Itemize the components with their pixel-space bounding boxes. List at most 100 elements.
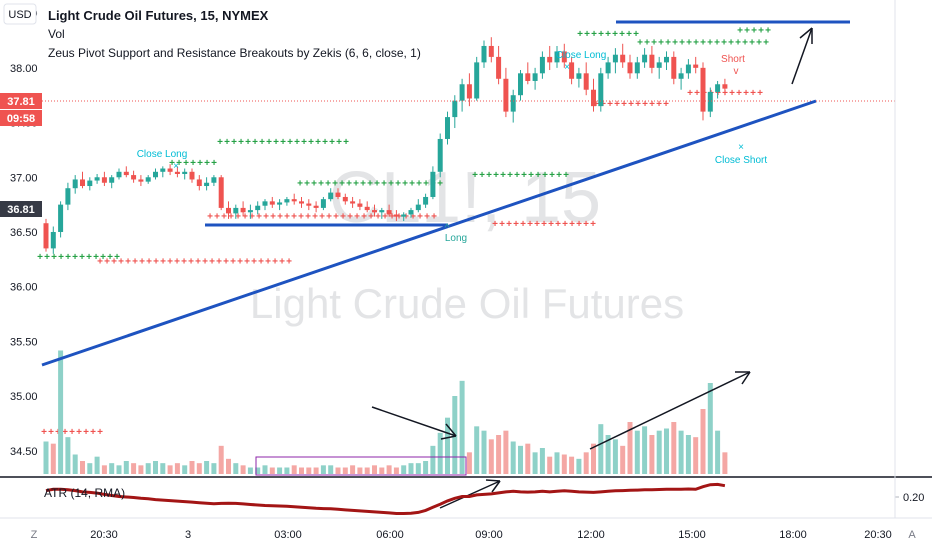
pivot-marker: + (336, 137, 342, 148)
pivot-marker: + (694, 88, 700, 99)
candle-body (386, 210, 392, 215)
pivot-marker: + (576, 219, 582, 230)
bottom-left-button[interactable]: Z (31, 529, 38, 541)
pivot-marker: + (548, 219, 554, 230)
breakout-arrow[interactable] (791, 27, 813, 85)
time-tick-label: 20:30 (90, 529, 118, 541)
volume-bar (364, 467, 370, 474)
candle-body (466, 84, 472, 99)
volume-indicator-label[interactable]: Vol (48, 27, 65, 41)
volume-bar (211, 463, 217, 474)
pivot-marker: + (251, 256, 257, 267)
pivot-marker: + (374, 179, 380, 190)
time-tick-label: 12:00 (577, 529, 605, 541)
pivot-marker: + (252, 137, 258, 148)
pivot-marker: + (728, 38, 734, 49)
pivot-marker: + (202, 256, 208, 267)
pivot-marker: + (90, 427, 96, 438)
time-axis[interactable]: 20:30 3 03:00 06:00 09:00 12:00 15:00 18:00 20:3… (90, 529, 892, 541)
volume-bar (634, 430, 640, 474)
pivot-price-label: 36.81 (7, 204, 35, 216)
candle-body (715, 84, 721, 92)
atr-arrow[interactable] (439, 480, 501, 509)
pivot-marker: + (367, 179, 373, 190)
volume-arrow-right[interactable] (589, 371, 751, 450)
pivot-marker: + (651, 38, 657, 49)
pivot-marker: + (410, 212, 416, 223)
left-price-scale[interactable]: 37.81 09:58 36.81 (0, 93, 42, 217)
drawings-layer[interactable] (41, 20, 850, 509)
candle-body (335, 192, 341, 197)
pivot-marker: + (707, 38, 713, 49)
pivot-marker: + (237, 256, 243, 267)
volume-bar (80, 461, 85, 474)
bottom-right-button[interactable]: A (908, 529, 916, 541)
current-price-label: 37.81 (7, 96, 35, 108)
pivot-marker: + (153, 256, 159, 267)
signal-close-short-x: × (738, 142, 744, 153)
pivot-marker: + (569, 219, 575, 230)
volume-bar (123, 461, 129, 474)
pivot-marker: + (353, 179, 359, 190)
time-tick-label: 03:00 (274, 529, 302, 541)
pivot-price-badge (0, 201, 42, 217)
price-axis[interactable]: 38.5038.0037.5037.0036.5036.0035.5035.00… (10, 8, 38, 458)
volume-bar (196, 463, 202, 474)
pivot-marker: + (750, 88, 756, 99)
volume-bar (269, 467, 275, 474)
candle-body (693, 64, 699, 68)
pivot-marker: + (169, 158, 175, 169)
volume-bar (58, 350, 64, 474)
pivot-marker: + (204, 158, 210, 169)
pivot-marker: + (765, 26, 771, 37)
candle-body (379, 210, 385, 213)
volume-bar (430, 445, 436, 474)
pivot-marker: + (245, 137, 251, 148)
candle-body (101, 177, 107, 183)
chart-legend[interactable]: USD Light Crude Oil Futures, 15, NYMEX V… (3, 3, 421, 60)
volume-bar (138, 465, 144, 474)
price-tick-label: 37.00 (10, 172, 38, 184)
volume-bar (357, 467, 363, 474)
consolidation-box[interactable] (255, 456, 467, 476)
volume-arrow-left[interactable] (371, 406, 457, 437)
candle-body (532, 73, 538, 81)
usd-button[interactable] (3, 3, 37, 25)
pivot-marker: + (635, 99, 641, 110)
price-tick-label: 36.00 (10, 282, 38, 294)
volume-bar (605, 435, 611, 474)
pivot-indicator-label[interactable]: Zeus Pivot Support and Resistance Breako… (48, 46, 421, 60)
volume-bar (401, 465, 407, 474)
pivot-marker: + (686, 38, 692, 49)
candle-body (722, 84, 728, 89)
candle-body (138, 179, 144, 182)
pivot-marker: + (231, 137, 237, 148)
volume-bar (583, 452, 589, 474)
atr-axis-tick: 0.20 (903, 492, 924, 504)
ascending-trendline[interactable] (41, 99, 817, 367)
pivot-marker: + (167, 256, 173, 267)
candle-body (583, 73, 589, 90)
pivot-marker: + (736, 88, 742, 99)
pivot-marker: + (381, 179, 387, 190)
signal-close-long-2: Close Long (556, 50, 607, 61)
candle-body (656, 62, 662, 68)
candle-body (678, 73, 684, 79)
pivot-marker: + (318, 179, 324, 190)
candle-body (153, 171, 158, 178)
pivot-marker: + (55, 427, 61, 438)
candle-body (247, 210, 253, 213)
candle-body (452, 100, 458, 118)
candle-body (591, 89, 596, 107)
candle-body (612, 54, 618, 63)
pivot-marker: + (396, 212, 402, 223)
pivot-marker: + (104, 256, 110, 267)
symbol-title[interactable]: Light Crude Oil Futures, 15, NYMEX (48, 8, 269, 23)
candle-body (306, 203, 312, 206)
volume-bar (481, 430, 487, 474)
volume-bar (116, 465, 122, 474)
pivot-marker: + (65, 252, 71, 263)
volume-bar (218, 445, 224, 474)
candle-body (561, 51, 567, 63)
